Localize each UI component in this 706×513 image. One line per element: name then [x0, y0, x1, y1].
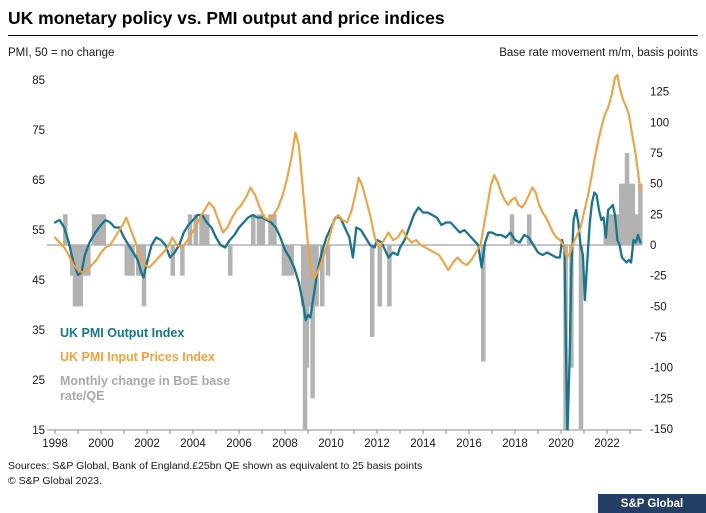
left-axis-caption: PMI, 50 = no change — [8, 47, 115, 59]
y-axis-left-tick-label: 15 — [32, 425, 45, 437]
bar-boe-change — [310, 245, 315, 399]
y-axis-right-tick-label: -150 — [650, 424, 673, 436]
bar-boe-change — [369, 245, 375, 338]
bar-boe-change — [609, 214, 614, 245]
y-axis-right-tick-label: -25 — [650, 271, 667, 283]
bar-boe-change — [285, 245, 291, 276]
y-axis-left-tick-label: 75 — [32, 125, 45, 137]
bar-boe-change — [638, 183, 643, 245]
bar-boe-change — [268, 214, 273, 245]
sources-note: Sources: S&P Global, Bank of England.£25… — [8, 460, 423, 472]
y-axis-right-tick-label: 75 — [650, 148, 663, 160]
right-axis-caption: Base rate movement m/m, basis points — [499, 47, 698, 59]
legend-item-input-prices: UK PMI Input Prices Index — [60, 350, 215, 364]
line-series-input-prices — [53, 74, 642, 279]
bar-boe-change — [281, 245, 287, 276]
x-axis-tick-label: 2006 — [226, 438, 252, 450]
x-axis-tick-label: 2012 — [364, 438, 390, 450]
y-axis-right-tick-label: -125 — [650, 393, 673, 405]
bar-boe-change — [509, 214, 515, 245]
y-axis-right-tick-label: 0 — [650, 240, 656, 252]
bar-boe-change — [86, 245, 91, 276]
x-axis-tick-label: 1998 — [42, 438, 68, 450]
bar-boe-change — [91, 214, 97, 245]
y-axis-right-tick-label: 50 — [650, 179, 663, 191]
x-axis-tick-label: 2002 — [134, 438, 160, 450]
y-axis-left-tick-label: 25 — [32, 375, 45, 387]
bar-boe-change — [620, 183, 626, 245]
bar-boe-change — [387, 245, 392, 307]
bar-boe-change — [124, 245, 130, 276]
y-axis-right-tick-label: 125 — [650, 87, 669, 99]
y-axis-right-tick-label: -100 — [650, 363, 673, 375]
bar-boe-change — [256, 214, 262, 245]
bar-boe-change — [377, 245, 383, 307]
bar-boe-change — [320, 245, 325, 307]
bar-boe-change — [325, 245, 331, 276]
bar-boe-change — [260, 214, 266, 245]
page-title: UK monetary policy vs. PMI output and pr… — [8, 8, 445, 28]
y-axis-right-tick-label: 100 — [650, 117, 669, 129]
bar-boe-change — [481, 245, 486, 362]
bar-boe-change — [205, 214, 210, 245]
bar-boe-change — [201, 214, 206, 245]
x-axis-tick-label: 2022 — [594, 438, 620, 450]
y-axis-right-tick-label: -50 — [650, 301, 667, 313]
x-axis-tick-label: 2004 — [180, 438, 206, 450]
legend-item-output: UK PMI Output Index — [60, 326, 185, 340]
y-axis-left-tick-label: 35 — [32, 325, 45, 337]
legend-item-boe-change: Monthly change in BoE base rate/QE — [60, 374, 231, 403]
bar-boe-change — [626, 183, 632, 245]
x-axis-tick-label: 2010 — [318, 438, 344, 450]
x-axis-tick-label: 2000 — [88, 438, 114, 450]
legend: UK PMI Output Index UK PMI Input Prices … — [60, 326, 270, 413]
bar-boe-change — [170, 245, 176, 276]
y-axis-right-tick-label: 25 — [650, 209, 663, 221]
y-axis-left-tick-label: 65 — [32, 175, 45, 187]
bar-boe-change — [272, 214, 277, 245]
bar-boe-change — [251, 214, 256, 245]
copyright-note: © S&P Global 2023. — [8, 475, 102, 487]
bar-boe-change — [180, 245, 185, 276]
bar-boe-change — [130, 245, 135, 276]
bar-boe-change — [101, 214, 107, 245]
title-divider — [8, 35, 698, 36]
bar-boe-change — [78, 245, 84, 307]
bar-boe-change — [527, 214, 532, 245]
bar-boe-change — [228, 245, 233, 276]
bar-boe-change — [193, 214, 199, 245]
bar-boe-change — [632, 214, 637, 245]
x-axis-tick-label: 2020 — [548, 438, 574, 450]
sp-global-logo: S&P Global — [598, 494, 706, 513]
x-axis-tick-label: 2014 — [410, 438, 436, 450]
x-axis-tick-label: 2008 — [272, 438, 298, 450]
x-axis-tick-label: 2016 — [456, 438, 482, 450]
y-axis-left-tick-label: 55 — [32, 225, 45, 237]
y-axis-left-tick-label: 45 — [32, 275, 45, 287]
bar-boe-change — [578, 245, 584, 430]
y-axis-left-tick-label: 85 — [32, 75, 45, 87]
y-axis-right-tick-label: -75 — [650, 332, 667, 344]
bar-boe-change — [187, 214, 193, 245]
x-axis-tick-label: 2018 — [502, 438, 528, 450]
